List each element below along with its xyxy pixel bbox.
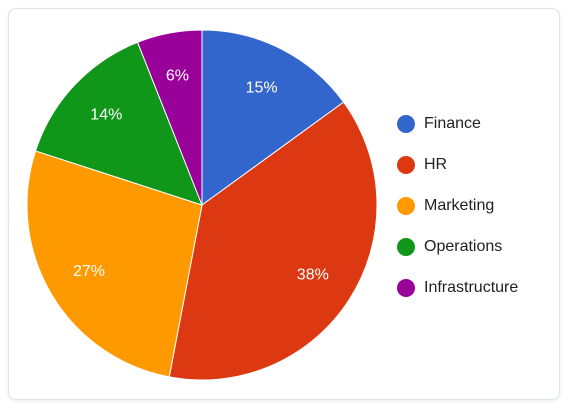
legend-label: Finance bbox=[424, 115, 481, 132]
legend-marker bbox=[397, 197, 415, 215]
slice-label: 27% bbox=[73, 263, 105, 280]
legend-marker bbox=[397, 238, 415, 256]
pie-slice bbox=[136, 29, 203, 206]
slice-label: 6% bbox=[166, 67, 189, 84]
pie-slice bbox=[168, 101, 378, 381]
slice-label: 38% bbox=[297, 267, 329, 284]
legend-label: Marketing bbox=[424, 197, 494, 214]
legend-marker bbox=[397, 115, 415, 133]
pie-slice bbox=[34, 41, 203, 206]
legend-marker bbox=[397, 156, 415, 174]
legend-label: Operations bbox=[424, 238, 502, 255]
legend-marker bbox=[397, 279, 415, 297]
legend-label: Infrastructure bbox=[424, 279, 518, 296]
pie-slice bbox=[201, 29, 345, 206]
slice-label: 14% bbox=[90, 106, 122, 123]
legend-label: HR bbox=[424, 156, 447, 173]
pie-slice bbox=[26, 150, 203, 378]
slice-label: 15% bbox=[246, 79, 278, 96]
